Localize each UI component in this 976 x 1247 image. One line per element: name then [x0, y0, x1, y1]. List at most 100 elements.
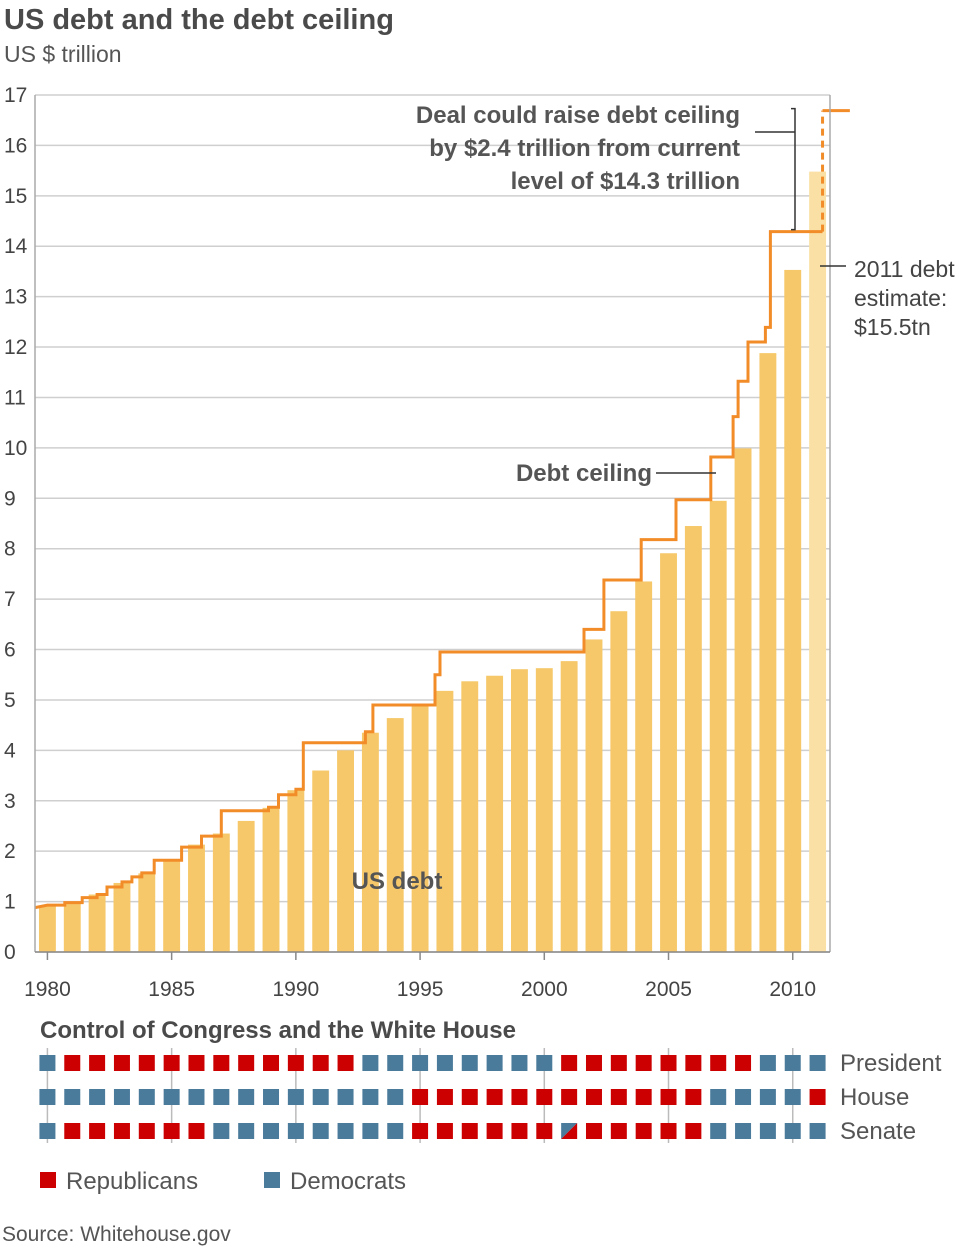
control-square-republican	[138, 1055, 155, 1071]
control-square-democrat	[287, 1123, 304, 1139]
control-square-democrat	[64, 1089, 81, 1105]
control-square-democrat	[362, 1123, 379, 1139]
control-square-democrat	[312, 1123, 329, 1139]
control-square-democrat	[784, 1123, 801, 1139]
control-square-democrat	[312, 1089, 329, 1105]
control-square-republican	[710, 1055, 727, 1071]
y-tick-label: 0	[4, 941, 16, 964]
control-square-democrat	[735, 1089, 752, 1105]
control-title: Control of Congress and the White House	[40, 1017, 516, 1044]
debt-ceiling-line	[34, 109, 850, 910]
control-square-republican	[585, 1089, 602, 1105]
control-square-republican	[585, 1123, 602, 1139]
control-square-republican	[809, 1089, 826, 1105]
control-square-democrat	[238, 1123, 255, 1139]
y-tick-label: 15	[4, 185, 27, 208]
control-square-republican	[412, 1089, 429, 1105]
control-square-democrat	[287, 1089, 304, 1105]
control-square-democrat	[759, 1123, 776, 1139]
debt-bar	[63, 901, 81, 952]
control-square-democrat	[213, 1123, 230, 1139]
control-square-republican	[536, 1123, 553, 1139]
control-square-democrat	[412, 1055, 429, 1071]
control-square-republican	[660, 1123, 677, 1139]
control-square-republican	[163, 1055, 180, 1071]
control-square-democrat	[436, 1055, 453, 1071]
control-square-republican	[263, 1055, 280, 1071]
x-tick-label: 1990	[273, 978, 320, 1001]
control-grid: President House Senate	[39, 1048, 942, 1145]
debt-bar	[535, 668, 553, 952]
y-tick-label: 4	[4, 739, 16, 762]
control-square-republican	[635, 1123, 652, 1139]
y-tick-label: 11	[4, 386, 26, 409]
y-tick-label: 3	[4, 790, 16, 813]
control-square-republican	[511, 1123, 528, 1139]
control-square-democrat	[337, 1089, 354, 1105]
control-square-democrat	[39, 1089, 56, 1105]
debt-bar	[163, 860, 181, 952]
debt-bar	[188, 844, 205, 952]
control-square-democrat	[387, 1055, 404, 1071]
control-square-democrat	[39, 1055, 56, 1071]
debt-bar	[237, 820, 255, 952]
control-row-label: Senate	[840, 1118, 916, 1145]
control-square-democrat	[784, 1089, 801, 1105]
y-tick-label: 9	[4, 487, 16, 510]
control-square-democrat	[362, 1089, 379, 1105]
estimate-annotation-line: 2011 debt	[854, 256, 955, 282]
control-row-label: President	[840, 1050, 942, 1077]
control-square-republican	[113, 1123, 130, 1139]
control-row-label: House	[840, 1084, 909, 1111]
debt-bar	[138, 873, 156, 952]
control-square-democrat	[188, 1089, 205, 1105]
y-tick-label: 17	[4, 84, 27, 107]
control-square-democrat	[511, 1055, 528, 1071]
debt-bar	[386, 718, 404, 952]
estimate-annotation-line: estimate:	[854, 285, 947, 311]
debt-bar	[38, 906, 56, 952]
debt-bar	[113, 882, 131, 952]
y-tick-label: 1	[4, 891, 16, 914]
debt-bar	[436, 690, 454, 952]
control-square-democrat	[710, 1089, 727, 1105]
control-square-republican	[287, 1055, 304, 1071]
control-square-republican	[610, 1089, 627, 1105]
control-square-republican	[635, 1089, 652, 1105]
control-square-republican	[536, 1089, 553, 1105]
control-square-republican	[138, 1123, 155, 1139]
control-square-republican	[685, 1055, 702, 1071]
control-square-republican	[486, 1123, 503, 1139]
deal-annotation-line: by $2.4 trillion from current	[429, 135, 740, 162]
control-square-republican	[64, 1055, 81, 1071]
control-square-democrat	[113, 1089, 130, 1105]
control-square-republican	[163, 1123, 180, 1139]
y-tick-label: 7	[4, 588, 16, 611]
debt-bar	[784, 269, 802, 952]
control-square-democrat	[784, 1055, 801, 1071]
control-square-republican	[735, 1055, 752, 1071]
y-tick-label: 8	[4, 538, 16, 561]
debt-bar	[461, 681, 479, 952]
control-square-democrat	[759, 1055, 776, 1071]
control-square-republican	[461, 1089, 478, 1105]
legend-democrats-label: Democrats	[290, 1168, 406, 1195]
control-square-democrat	[759, 1089, 776, 1105]
debt-bar	[212, 833, 230, 952]
debt-bar	[734, 448, 752, 952]
control-square-republican	[337, 1055, 354, 1071]
debt-bar	[312, 770, 330, 952]
debt-label: US debt	[352, 868, 443, 895]
x-tick-label: 2000	[521, 978, 568, 1001]
debt-bar	[610, 611, 628, 952]
x-tick-label: 1995	[397, 978, 444, 1001]
control-square-republican	[660, 1055, 677, 1071]
debt-bar	[560, 661, 578, 952]
legend-republicans-swatch	[40, 1172, 56, 1188]
x-tick-label: 2010	[769, 978, 816, 1001]
control-square-republican	[685, 1089, 702, 1105]
control-square-democrat	[238, 1089, 255, 1105]
ceiling-label: Debt ceiling	[516, 460, 652, 487]
